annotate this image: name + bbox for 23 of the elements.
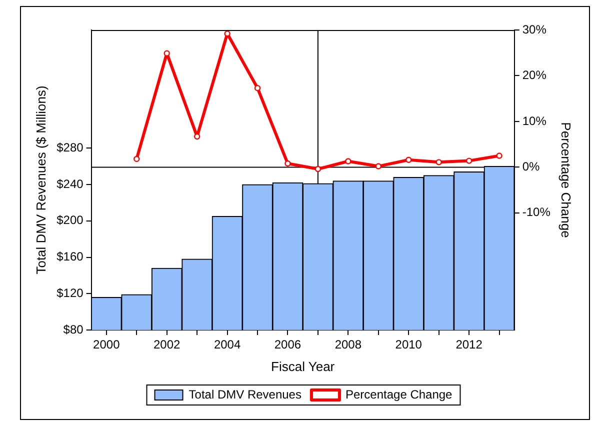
x-tick-label: 2004: [214, 338, 241, 352]
y-tick-label: $160: [56, 250, 84, 264]
y-tick-label: $240: [56, 176, 84, 191]
y-tick-label: $280: [56, 140, 84, 154]
x-tick-label: 2008: [334, 338, 362, 352]
y2-tick-label: -10%: [522, 205, 551, 220]
x-tick-label: 2006: [274, 338, 302, 352]
y2-tick-label: 10%: [522, 114, 547, 128]
x-tick-label: 2012: [456, 338, 483, 352]
y2-axis-title: Percentage Change: [558, 122, 574, 238]
legend-label: Percentage Change: [345, 387, 453, 402]
y-tick-label: $80: [63, 322, 84, 336]
y-tick-label: $120: [56, 286, 84, 300]
x-tick-label: 2002: [153, 338, 181, 352]
y-tick-label: $200: [56, 213, 84, 228]
x-tick-label: 2000: [93, 338, 120, 352]
y2-tick-label: 30%: [522, 22, 547, 36]
x-axis-title: Fiscal Year: [271, 358, 336, 374]
y2-tick-label: 0%: [522, 160, 540, 174]
y2-tick-label: 20%: [522, 68, 547, 82]
legend-label: Total DMV Revenues: [188, 387, 302, 402]
x-tick-label: 2010: [395, 338, 422, 352]
y-axis-title: Total DMV Revenues ($ Millions): [33, 86, 48, 274]
